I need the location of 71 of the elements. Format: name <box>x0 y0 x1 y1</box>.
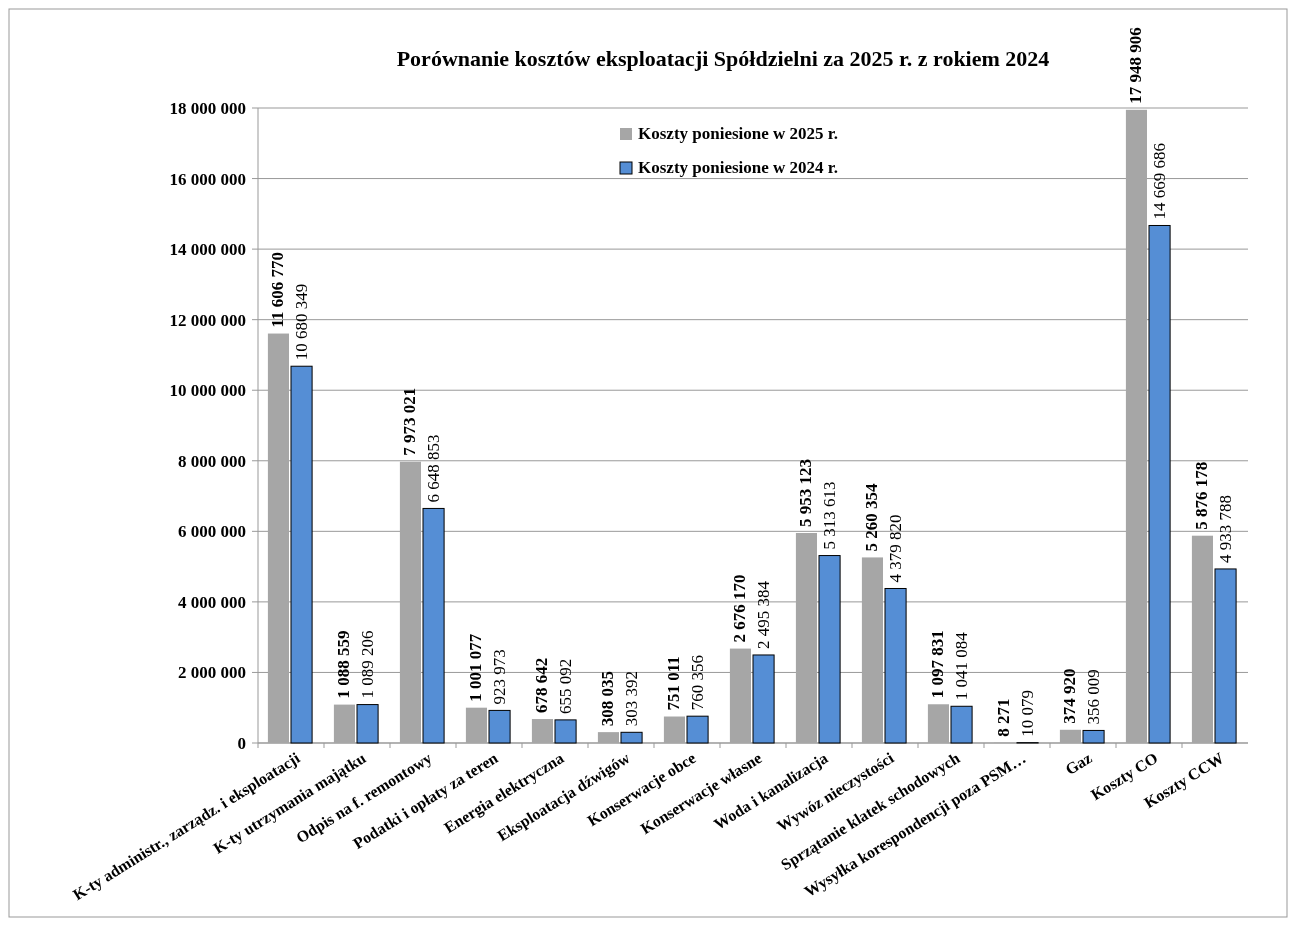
bar <box>531 719 553 743</box>
y-tick-label: 2 000 000 <box>178 663 246 683</box>
y-tick-label: 0 <box>237 733 246 753</box>
bar <box>1125 109 1147 743</box>
data-label: 303 392 <box>621 671 641 727</box>
bar <box>267 333 289 743</box>
bar <box>488 709 511 744</box>
bar <box>795 532 817 743</box>
data-label: 7 973 021 <box>400 387 420 456</box>
data-label: 17 948 906 <box>1126 27 1146 104</box>
y-tick-label: 10 000 000 <box>169 381 246 401</box>
y-tick-label: 18 000 000 <box>169 98 246 118</box>
bar <box>356 704 379 744</box>
data-label: 751 011 <box>664 656 684 711</box>
data-label: 655 092 <box>555 658 575 714</box>
bar <box>554 719 577 744</box>
bar <box>884 587 907 744</box>
y-tick-label: 4 000 000 <box>178 592 246 612</box>
data-label: 5 313 613 <box>819 481 839 550</box>
bar <box>465 707 487 743</box>
bar <box>620 731 643 744</box>
data-label: 4 379 820 <box>885 514 905 583</box>
data-label: 678 642 <box>532 657 552 714</box>
data-label: 1 041 084 <box>951 631 971 701</box>
data-label: 356 009 <box>1083 669 1103 725</box>
data-label: 2 676 170 <box>730 574 750 643</box>
bar <box>861 557 883 743</box>
chart-title: Porównanie kosztów eksploatacji Spółdzielni za 2025 r. z rokiem 2024 <box>396 46 1050 71</box>
data-label: 14 669 686 <box>1149 142 1169 220</box>
data-label: 5 260 354 <box>862 482 882 552</box>
bar <box>1214 568 1237 744</box>
bar <box>950 705 973 744</box>
bar <box>597 732 619 743</box>
y-tick-label: 12 000 000 <box>169 310 246 330</box>
bar <box>818 555 841 744</box>
data-label: 1 097 831 <box>928 630 948 699</box>
data-label: 5 876 178 <box>1192 461 1212 530</box>
bar <box>927 704 949 743</box>
y-tick-label: 8 000 000 <box>178 451 246 471</box>
bar <box>686 715 709 744</box>
bar <box>290 365 313 744</box>
bar <box>399 461 421 743</box>
bar <box>422 507 445 744</box>
bar <box>752 654 775 744</box>
data-label: 1 089 206 <box>357 630 377 699</box>
data-label: 4 933 788 <box>1215 494 1235 563</box>
y-tick-label: 16 000 000 <box>169 169 246 189</box>
data-label: 1 088 559 <box>334 630 354 699</box>
data-label: 923 973 <box>489 649 509 705</box>
data-label: 5 953 123 <box>796 458 816 527</box>
bar <box>1082 729 1105 744</box>
legend-label: Koszty poniesione w 2025 r. <box>638 124 839 143</box>
bar <box>1059 729 1081 743</box>
bar <box>663 716 685 743</box>
data-label: 11 606 770 <box>268 251 288 328</box>
y-tick-label: 14 000 000 <box>169 240 246 260</box>
data-label: 308 035 <box>598 670 618 727</box>
data-label: 2 495 384 <box>753 580 773 649</box>
data-label: 760 356 <box>687 654 707 711</box>
bar <box>333 704 355 743</box>
data-label: 6 648 853 <box>423 434 443 503</box>
bar <box>1191 535 1213 743</box>
data-label: 8 271 <box>994 698 1014 737</box>
bar <box>1148 224 1171 744</box>
data-label: 1 001 077 <box>466 633 486 702</box>
data-label: 10 079 <box>1017 689 1037 737</box>
legend-label: Koszty poniesione w 2024 r. <box>638 158 839 177</box>
data-label: 10 680 349 <box>291 283 311 361</box>
y-tick-label: 6 000 000 <box>178 522 246 542</box>
bar <box>729 648 751 743</box>
data-label: 374 920 <box>1060 668 1080 724</box>
